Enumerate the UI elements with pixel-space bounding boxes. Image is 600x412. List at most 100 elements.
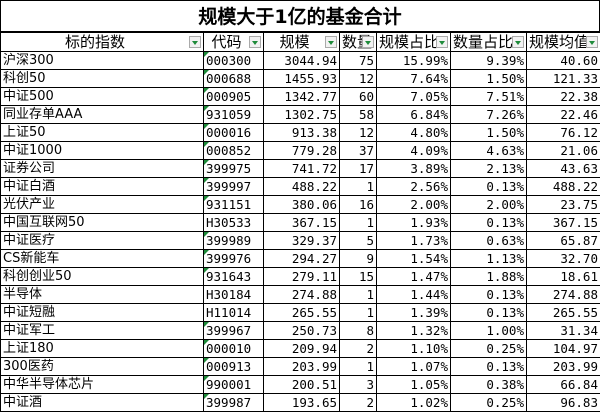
filter-dropdown-icon[interactable] — [362, 36, 374, 48]
cell-index-name[interactable]: 光伏产业 — [0, 195, 204, 214]
cell-code[interactable]: 000010 — [203, 339, 264, 358]
cell-count[interactable]: 17 — [339, 159, 377, 178]
cell-count[interactable]: 1 — [339, 285, 377, 304]
cell-code[interactable]: 399989 — [203, 231, 264, 250]
cell-count[interactable]: 12 — [339, 123, 377, 142]
cell-count-ratio[interactable]: 1.88% — [450, 267, 527, 286]
cell-scale[interactable]: 250.73 — [263, 321, 340, 340]
cell-count[interactable]: 8 — [339, 321, 377, 340]
cell-scale-ratio[interactable]: 4.80% — [376, 123, 451, 142]
cell-scale-ratio[interactable]: 15.99% — [376, 51, 451, 70]
cell-count[interactable]: 1 — [339, 177, 377, 196]
cell-count-ratio[interactable]: 0.13% — [450, 177, 527, 196]
cell-count-ratio[interactable]: 0.25% — [450, 339, 527, 358]
cell-scale[interactable]: 274.88 — [263, 285, 340, 304]
cell-index-name[interactable]: 中国互联网50 — [0, 213, 204, 232]
cell-scale-avg[interactable]: 104.97 — [526, 339, 600, 358]
filter-dropdown-icon[interactable] — [189, 36, 201, 48]
cell-code[interactable]: 990001 — [203, 375, 264, 394]
cell-scale-avg[interactable]: 18.61 — [526, 267, 600, 286]
cell-scale-ratio[interactable]: 1.32% — [376, 321, 451, 340]
cell-scale-avg[interactable]: 265.55 — [526, 303, 600, 322]
cell-count[interactable]: 1 — [339, 303, 377, 322]
cell-code[interactable]: 399967 — [203, 321, 264, 340]
cell-scale[interactable]: 1455.93 — [263, 69, 340, 88]
cell-scale-ratio[interactable]: 1.93% — [376, 213, 451, 232]
cell-scale-ratio[interactable]: 1.10% — [376, 339, 451, 358]
cell-index-name[interactable]: 中证军工 — [0, 321, 204, 340]
cell-scale-avg[interactable]: 121.33 — [526, 69, 600, 88]
cell-scale-ratio[interactable]: 1.73% — [376, 231, 451, 250]
cell-scale-avg[interactable]: 96.83 — [526, 393, 600, 412]
cell-code[interactable]: 000300 — [203, 51, 264, 70]
cell-scale-avg[interactable]: 203.99 — [526, 357, 600, 376]
cell-code[interactable]: 000688 — [203, 69, 264, 88]
cell-scale-ratio[interactable]: 1.39% — [376, 303, 451, 322]
filter-dropdown-icon[interactable] — [325, 36, 337, 48]
cell-count-ratio[interactable]: 1.50% — [450, 69, 527, 88]
cell-count[interactable]: 3 — [339, 375, 377, 394]
cell-scale-avg[interactable]: 23.75 — [526, 195, 600, 214]
cell-scale[interactable]: 3044.94 — [263, 51, 340, 70]
cell-count[interactable]: 1 — [339, 357, 377, 376]
cell-scale-ratio[interactable]: 2.56% — [376, 177, 451, 196]
cell-code[interactable]: 399975 — [203, 159, 264, 178]
cell-code[interactable]: 931059 — [203, 105, 264, 124]
cell-count-ratio[interactable]: 0.63% — [450, 231, 527, 250]
cell-count-ratio[interactable]: 0.13% — [450, 285, 527, 304]
filter-dropdown-icon[interactable] — [586, 36, 598, 48]
cell-count[interactable]: 37 — [339, 141, 377, 160]
cell-scale-avg[interactable]: 22.46 — [526, 105, 600, 124]
cell-index-name[interactable]: CS新能车 — [0, 249, 204, 268]
cell-count-ratio[interactable]: 0.13% — [450, 213, 527, 232]
cell-index-name[interactable]: 同业存单AAA — [0, 105, 204, 124]
cell-index-name[interactable]: 中证医疗 — [0, 231, 204, 250]
cell-code[interactable]: 399997 — [203, 177, 264, 196]
cell-scale-avg[interactable]: 76.12 — [526, 123, 600, 142]
cell-scale-ratio[interactable]: 2.00% — [376, 195, 451, 214]
cell-count-ratio[interactable]: 9.39% — [450, 51, 527, 70]
cell-index-name[interactable]: 科创创业50 — [0, 267, 204, 286]
cell-scale-ratio[interactable]: 1.02% — [376, 393, 451, 412]
cell-code[interactable]: 399976 — [203, 249, 264, 268]
cell-index-name[interactable]: 证券公司 — [0, 159, 204, 178]
cell-count-ratio[interactable]: 7.51% — [450, 87, 527, 106]
cell-scale-ratio[interactable]: 1.47% — [376, 267, 451, 286]
cell-scale-avg[interactable]: 274.88 — [526, 285, 600, 304]
cell-count-ratio[interactable]: 7.26% — [450, 105, 527, 124]
cell-code[interactable]: H30533 — [203, 213, 264, 232]
cell-scale-avg[interactable]: 43.63 — [526, 159, 600, 178]
cell-count-ratio[interactable]: 2.13% — [450, 159, 527, 178]
cell-scale-avg[interactable]: 367.15 — [526, 213, 600, 232]
cell-scale-avg[interactable]: 65.87 — [526, 231, 600, 250]
cell-scale-ratio[interactable]: 1.54% — [376, 249, 451, 268]
cell-scale[interactable]: 367.15 — [263, 213, 340, 232]
cell-scale-avg[interactable]: 21.06 — [526, 141, 600, 160]
cell-scale[interactable]: 200.51 — [263, 375, 340, 394]
cell-scale[interactable]: 741.72 — [263, 159, 340, 178]
cell-index-name[interactable]: 300医药 — [0, 357, 204, 376]
cell-scale-avg[interactable]: 488.22 — [526, 177, 600, 196]
cell-scale-ratio[interactable]: 4.09% — [376, 141, 451, 160]
cell-index-name[interactable]: 中证白酒 — [0, 177, 204, 196]
cell-count[interactable]: 1 — [339, 213, 377, 232]
cell-count-ratio[interactable]: 0.25% — [450, 393, 527, 412]
cell-scale[interactable]: 779.28 — [263, 141, 340, 160]
cell-count[interactable]: 2 — [339, 393, 377, 412]
cell-count[interactable]: 5 — [339, 231, 377, 250]
cell-code[interactable]: 399987 — [203, 393, 264, 412]
cell-scale[interactable]: 279.11 — [263, 267, 340, 286]
cell-count-ratio[interactable]: 2.00% — [450, 195, 527, 214]
cell-code[interactable]: 000913 — [203, 357, 264, 376]
cell-count-ratio[interactable]: 1.00% — [450, 321, 527, 340]
cell-scale[interactable]: 488.22 — [263, 177, 340, 196]
cell-scale[interactable]: 329.37 — [263, 231, 340, 250]
cell-scale[interactable]: 913.38 — [263, 123, 340, 142]
cell-scale[interactable]: 1342.77 — [263, 87, 340, 106]
cell-count-ratio[interactable]: 1.13% — [450, 249, 527, 268]
filter-dropdown-icon[interactable] — [512, 36, 524, 48]
cell-code[interactable]: 000852 — [203, 141, 264, 160]
cell-index-name[interactable]: 中证酒 — [0, 393, 204, 412]
cell-count-ratio[interactable]: 0.38% — [450, 375, 527, 394]
cell-scale-ratio[interactable]: 6.84% — [376, 105, 451, 124]
